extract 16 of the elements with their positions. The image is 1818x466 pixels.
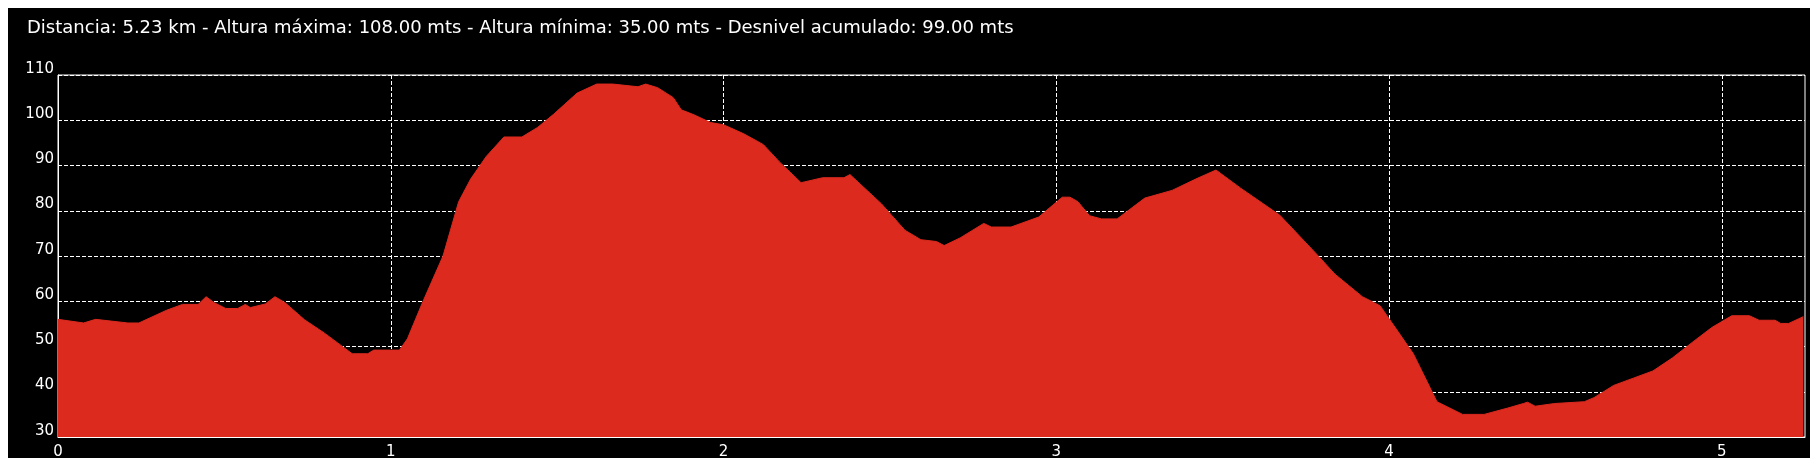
y-tick-label: 70 [34, 239, 54, 258]
y-tick-label: 100 [25, 103, 54, 122]
chart-title: Distancia: 5.23 km - Altura máxima: 108.00 mts - Altura mínima: 35.00 mts - Desnivel acumulado: 99.00 mts [27, 15, 1014, 37]
x-tick-label: 4 [1384, 441, 1394, 460]
y-tick-label: 60 [34, 284, 54, 303]
y-tick-label: 90 [34, 149, 54, 167]
x-tick-label: 5 [1717, 441, 1727, 460]
y-tick-label: 50 [34, 330, 54, 348]
y-tick-label: 40 [34, 375, 54, 394]
x-tick-label: 3 [1051, 441, 1062, 460]
y-tick-label: 30 [34, 420, 54, 439]
x-tick-label: 0 [53, 441, 63, 460]
y-tick-label: 110 [25, 58, 54, 77]
x-tick-label: 2 [718, 441, 729, 460]
y-tick-label: 80 [34, 194, 54, 213]
x-tick-label: 1 [385, 441, 396, 460]
